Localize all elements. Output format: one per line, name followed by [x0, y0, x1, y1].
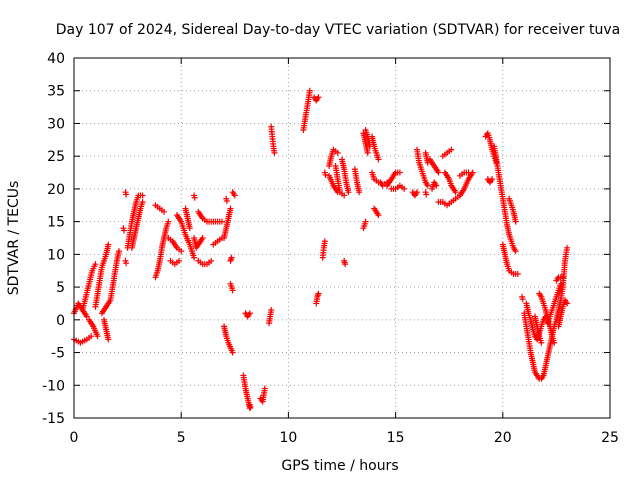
data-point: [208, 257, 215, 264]
y-tick-label: 30: [47, 116, 65, 132]
data-point: [229, 349, 236, 356]
data-point: [341, 192, 348, 199]
data-point: [514, 271, 521, 277]
data-point: [94, 333, 101, 340]
x-axis-label: GPS time / hours: [281, 458, 398, 474]
y-tick-label: 35: [47, 84, 65, 100]
data-point: [564, 300, 571, 307]
data-point: [218, 218, 225, 225]
x-tick-label: 5: [177, 430, 186, 446]
data-point: [315, 290, 322, 297]
data-point: [512, 248, 519, 255]
data-point: [334, 149, 341, 156]
data-point: [345, 189, 352, 196]
data-point: [139, 192, 146, 199]
y-tick-label: -15: [42, 411, 65, 427]
axis-ticks: 0 5 10 15 20 25 -15 -10 -5 0 5 10 15 20 25 30 35 40: [42, 51, 619, 446]
plot-frame: [73, 57, 611, 419]
data-point: [176, 257, 183, 264]
data-point: [551, 339, 558, 346]
data-point: [247, 404, 254, 411]
data-point: [268, 307, 275, 313]
y-tick-label: 0: [56, 313, 65, 329]
data-point: [271, 149, 278, 156]
y-tick-label: 40: [47, 51, 65, 67]
y-tick-label: 15: [47, 215, 65, 231]
data-point: [88, 333, 95, 340]
data-point: [223, 198, 230, 205]
data-point: [396, 169, 403, 176]
data-point: [375, 212, 382, 219]
data-point: [306, 87, 313, 94]
grid-lines: [74, 58, 610, 418]
data-point: [105, 336, 112, 343]
y-tick-label: 10: [47, 247, 65, 263]
data-point: [228, 254, 235, 261]
data-point: [105, 241, 112, 248]
data-point: [512, 218, 519, 225]
data-point: [92, 261, 99, 268]
data-point: [231, 192, 238, 199]
data-point: [375, 156, 382, 163]
data-point: [557, 280, 564, 287]
data-point: [178, 248, 185, 255]
data-point: [424, 182, 431, 189]
data-point: [165, 218, 172, 225]
data-point: [342, 261, 349, 268]
data-point: [139, 199, 146, 205]
data-point: [564, 244, 571, 251]
x-tick-label: 25: [601, 430, 619, 446]
data-point: [227, 205, 234, 212]
data-point: [364, 149, 371, 156]
data-point: [414, 189, 421, 196]
y-axis-label: SDTVAR / TECUs: [6, 181, 22, 296]
x-tick-label: 10: [279, 430, 297, 446]
chart-title: Day 107 of 2024, Sidereal Day-to-day VTE…: [56, 22, 620, 38]
data-point: [321, 238, 328, 245]
data-point: [161, 208, 168, 215]
y-tick-label: 5: [56, 280, 65, 296]
data-points: [71, 87, 571, 412]
y-tick-label: -5: [51, 346, 65, 362]
y-tick-label: -10: [42, 378, 65, 394]
data-point: [191, 194, 198, 201]
data-point: [123, 260, 130, 267]
x-tick-label: 0: [70, 430, 79, 446]
data-point: [356, 189, 363, 196]
data-point: [489, 176, 496, 183]
data-point: [229, 287, 236, 294]
data-point: [261, 385, 268, 392]
data-point: [315, 94, 322, 101]
data-point: [401, 185, 408, 192]
data-point: [322, 171, 329, 178]
data-point: [186, 225, 193, 232]
y-tick-label: 20: [47, 182, 65, 198]
data-point: [199, 235, 206, 241]
data-point: [362, 218, 369, 225]
data-point: [452, 189, 459, 196]
data-point: [123, 191, 130, 198]
x-tick-label: 15: [387, 430, 405, 446]
data-point: [83, 313, 90, 320]
data-point: [435, 169, 442, 176]
data-point: [423, 191, 430, 198]
y-tick-label: 25: [47, 149, 65, 165]
data-point: [519, 296, 526, 303]
data-point: [538, 339, 545, 346]
data-point: [246, 310, 253, 317]
data-point: [116, 248, 123, 255]
data-point: [559, 274, 566, 281]
data-point: [448, 146, 455, 153]
data-point: [433, 182, 440, 189]
data-point: [465, 169, 472, 176]
x-tick-label: 20: [494, 430, 512, 446]
data-point: [191, 254, 198, 261]
data-point: [120, 227, 127, 234]
